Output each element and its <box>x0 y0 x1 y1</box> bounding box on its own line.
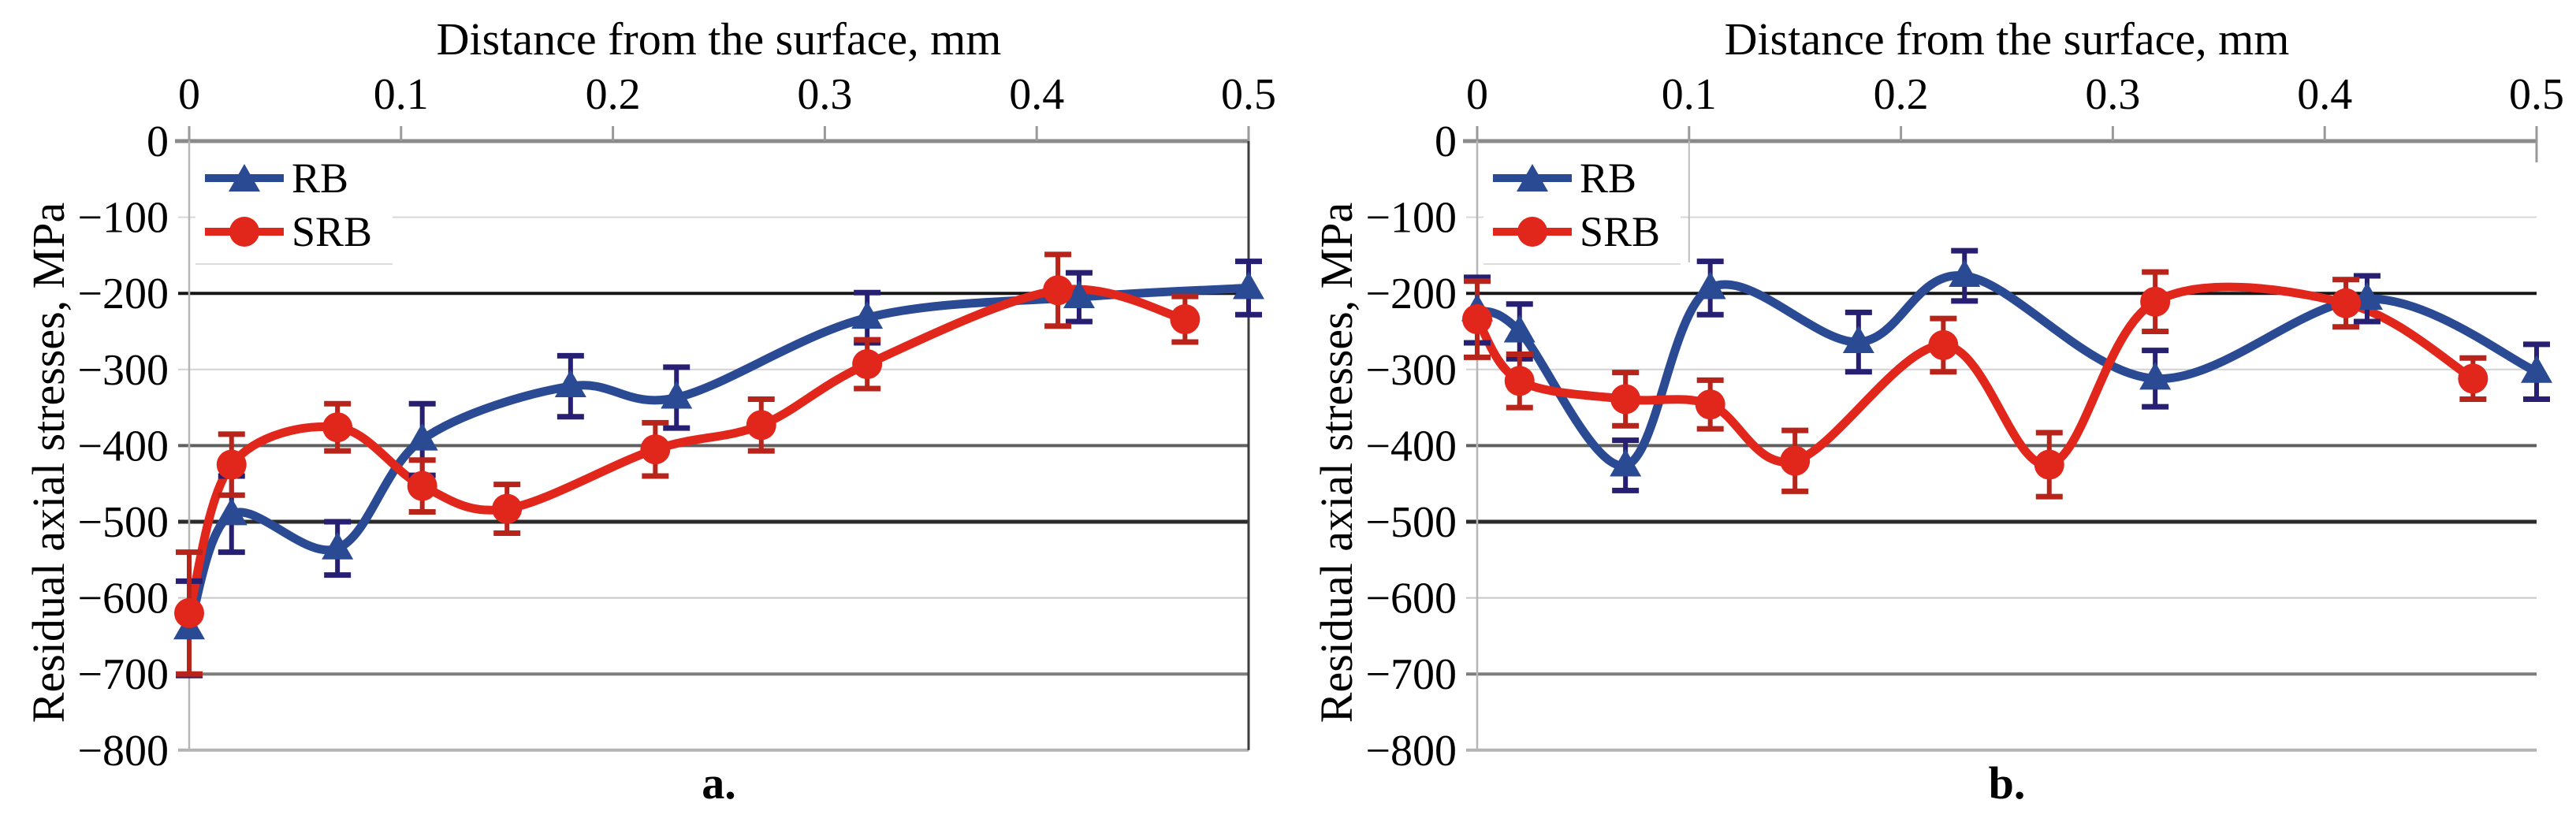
legend-label-srb: SRB <box>1580 207 1661 255</box>
triangle-marker-icon <box>1517 164 1548 192</box>
y-tick-label: −800 <box>1365 727 1457 776</box>
data-point-marker-circle <box>492 493 523 524</box>
y-tick-label: −600 <box>77 575 169 623</box>
data-point-marker-triangle <box>2521 355 2552 383</box>
triangle-marker-icon <box>229 164 260 192</box>
x-axis-title: Distance from the surface, mm <box>1724 13 2290 65</box>
caption-a: a. <box>702 757 736 809</box>
data-point-marker-triangle <box>554 370 586 398</box>
y-tick-label: −500 <box>77 498 169 547</box>
x-axis-title: Distance from the surface, mm <box>436 13 1002 65</box>
x-tick-label: 0.3 <box>2085 70 2140 119</box>
data-point-marker-circle <box>1610 384 1641 415</box>
legend-label-rb: RB <box>1580 154 1637 203</box>
srb-legend-symbol <box>1493 215 1572 248</box>
series-line-srb <box>184 285 1189 618</box>
y-tick-label: −700 <box>1365 650 1457 699</box>
y-axis-title: Residual axial stresses, MPa <box>1311 202 1362 724</box>
data-point-marker-circle <box>1170 304 1201 335</box>
legend-item-rb: RB <box>205 157 393 199</box>
y-axis-title: Residual axial stresses, MPa <box>23 202 74 724</box>
data-point-marker-circle <box>2140 286 2171 317</box>
data-point-marker-circle <box>322 412 353 443</box>
x-tick-label: 0.2 <box>1874 70 1929 119</box>
data-point-marker-triangle <box>1503 314 1536 343</box>
data-point-marker-circle <box>1780 445 1811 476</box>
y-tick-label: −200 <box>77 270 169 318</box>
data-point-marker-triangle <box>406 422 438 451</box>
data-point-marker-triangle <box>1610 448 1642 477</box>
data-point-marker-circle <box>640 434 671 465</box>
data-point-marker-circle <box>2034 449 2064 480</box>
rb-legend-symbol <box>205 162 284 195</box>
legend: RB SRB <box>195 147 393 265</box>
legend-item-srb: SRB <box>1493 210 1681 253</box>
y-tick-label: −600 <box>1365 575 1457 623</box>
y-tick-label: −100 <box>1365 194 1457 243</box>
data-point-marker-triangle <box>1233 271 1264 299</box>
data-point-marker-circle <box>1928 329 1959 360</box>
y-tick-label: −200 <box>1365 270 1457 318</box>
series-line-rb <box>1472 271 2541 471</box>
data-point-marker-triangle <box>2139 362 2172 390</box>
data-point-marker-circle <box>407 471 437 501</box>
legend-label-srb: SRB <box>292 207 373 255</box>
data-point-marker-circle <box>1504 366 1535 396</box>
x-tick-label: 0 <box>178 70 200 119</box>
data-point-marker-circle <box>2331 288 2362 318</box>
chart-a: Distance from the surface, mm 0 0.1 0.2 0.3… <box>23 13 1276 809</box>
y-tick-label: −100 <box>77 194 169 243</box>
x-tick-label: 0.3 <box>797 70 852 119</box>
y-tick-label: −800 <box>77 727 169 776</box>
x-tick-label: 0.1 <box>1662 70 1717 119</box>
y-tick-label: 0 <box>147 117 169 166</box>
y-tick-label: −500 <box>1365 498 1457 547</box>
data-point-marker-circle <box>1695 389 1725 420</box>
legend: RB SRB <box>1483 147 1681 265</box>
data-point-marker-triangle <box>1063 281 1095 309</box>
x-tick-label: 0.4 <box>1009 70 1064 119</box>
legend-item-srb: SRB <box>205 210 393 253</box>
data-point-marker-circle <box>174 597 204 628</box>
y-tick-label: −400 <box>77 422 169 471</box>
data-point-marker-circle <box>2458 363 2489 394</box>
data-point-marker-triangle <box>661 381 693 409</box>
data-point-marker-triangle <box>1949 259 1981 287</box>
x-tick-label: 0.2 <box>586 70 641 119</box>
plot-area-a: 0 0.1 0.2 0.3 0.4 0.5 0 −100 −200 −300 −400 −500 −60… <box>77 70 1276 776</box>
data-point-marker-circle <box>746 410 776 441</box>
data-point-marker-triangle <box>1694 271 1726 299</box>
srb-legend-symbol <box>205 215 284 248</box>
data-point-marker-triangle <box>322 531 354 560</box>
y-tick-label: −700 <box>77 650 169 699</box>
circle-marker-icon <box>229 216 259 247</box>
data-point-marker-circle <box>852 349 883 380</box>
data-point-marker-triangle <box>1842 326 1874 354</box>
y-tick-label: 0 <box>1435 117 1457 166</box>
x-tick-label: 0.5 <box>2509 70 2564 119</box>
x-tick-label: 0 <box>1466 70 1488 119</box>
x-tick-label: 0.1 <box>374 70 429 119</box>
y-tick-label: −300 <box>77 346 169 395</box>
chart-b: Distance from the surface, mm 0 0.1 0.2 0.3… <box>1288 0 2576 837</box>
data-point-marker-circle <box>1462 304 1492 335</box>
data-point-marker-triangle <box>215 497 248 526</box>
legend-label-rb: RB <box>292 154 349 203</box>
data-point-marker-circle <box>216 449 247 480</box>
x-tick-label: 0.5 <box>1221 70 1276 119</box>
rb-legend-symbol <box>1493 162 1572 195</box>
legend-item-rb: RB <box>1493 157 1681 199</box>
data-point-marker-circle <box>1043 275 1074 306</box>
plot-area-b: 0 0.1 0.2 0.3 0.4 0.5 0 −100 −200 −300 −400 −500 −60… <box>1365 70 2564 776</box>
y-tick-label: −400 <box>1365 422 1457 471</box>
data-point-marker-triangle <box>851 301 884 329</box>
y-tick-label: −300 <box>1365 346 1457 395</box>
circle-marker-icon <box>1517 216 1547 247</box>
caption-b: b. <box>1988 757 2026 809</box>
x-tick-label: 0.4 <box>2297 70 2352 119</box>
